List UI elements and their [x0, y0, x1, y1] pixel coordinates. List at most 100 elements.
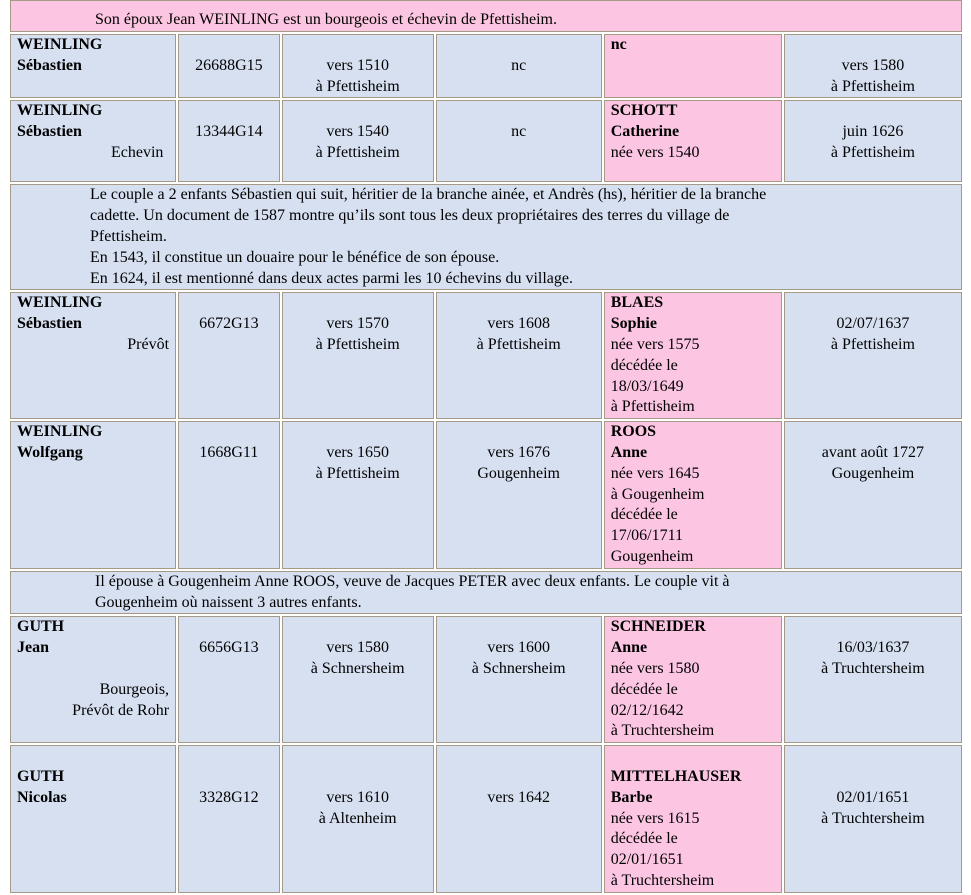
- spouse-details: née vers 1645 à Gougenheim décédée le 17…: [610, 464, 705, 565]
- birth-cell: vers 1540 à Pfettisheim: [281, 100, 434, 183]
- death-info: 02/01/1651 à Truchtersheim: [821, 788, 925, 827]
- sosa-cell: 1668G11: [178, 421, 280, 569]
- marriage-info: nc: [511, 123, 527, 141]
- death-cell: vers 1580 à Pfettisheim: [783, 34, 962, 99]
- marriage-cell: vers 1676 Gougenheim: [435, 421, 602, 569]
- death-cell: juin 1626 à Pfettisheim: [783, 100, 962, 183]
- birth-cell: vers 1510 à Pfettisheim: [281, 34, 434, 99]
- marriage-cell: nc: [435, 100, 602, 183]
- spouse-details: née vers 1615 décédée le 02/01/1651 à Tr…: [610, 809, 715, 889]
- spouse-surname: nc: [610, 36, 627, 53]
- person-cell: WEINLING Sébastien Echevin: [10, 100, 177, 183]
- birth-info: vers 1650 à Pfettisheim: [315, 443, 400, 482]
- marriage-info: vers 1608 à Pfettisheim: [476, 315, 561, 353]
- sosa-number: 6656G13: [199, 639, 259, 657]
- sosa-cell: 3328G12: [178, 745, 280, 893]
- person-given-name: Wolfgang: [17, 443, 83, 461]
- marriage-info: vers 1676 Gougenheim: [477, 443, 560, 482]
- table-row: WEINLING Sébastien Prévôt 6672G13 vers 1…: [10, 292, 962, 420]
- person-surname: WEINLING: [17, 36, 103, 53]
- birth-cell: vers 1610 à Altenheim: [281, 745, 434, 893]
- sosa-number: 3328G12: [199, 788, 259, 806]
- spouse-given-name: Barbe: [610, 788, 653, 806]
- marriage-info: vers 1642: [487, 788, 550, 806]
- person-given-name: Nicolas: [17, 788, 67, 806]
- spouse-surname: BLAES: [610, 294, 664, 312]
- note-cell: Il épouse à Gougenheim Anne ROOS, veuve …: [10, 570, 962, 615]
- note-line: Il épouse à Gougenheim Anne ROOS, veuve …: [95, 572, 730, 590]
- birth-info: vers 1570 à Pfettisheim: [315, 315, 400, 353]
- spouse-surname: ROOS: [610, 423, 657, 441]
- birth-cell: vers 1650 à Pfettisheim: [281, 421, 434, 569]
- note-line: Le couple a 2 enfants Sébastien qui suit…: [90, 186, 767, 204]
- person-surname: GUTH: [17, 618, 65, 636]
- person-given-name: Sébastien: [17, 56, 82, 74]
- note-line: Pfettisheim.: [90, 227, 167, 245]
- person-given-name: Jean: [17, 639, 49, 657]
- marriage-cell: vers 1608 à Pfettisheim: [435, 292, 602, 420]
- marriage-cell: vers 1600 à Schnersheim: [435, 616, 602, 744]
- death-info: 02/07/1637 à Pfettisheim: [830, 315, 915, 353]
- person-surname: WEINLING: [17, 294, 103, 312]
- birth-cell: vers 1570 à Pfettisheim: [281, 292, 434, 420]
- birth-info: vers 1610 à Altenheim: [318, 788, 397, 827]
- table-row: GUTH Nicolas 3328G12 vers 1610 à Altenhe…: [10, 745, 962, 893]
- person-given-name: Sébastien: [17, 123, 82, 141]
- birth-info: vers 1540 à Pfettisheim: [315, 123, 400, 161]
- top-note: Son époux Jean WEINLING est un bourgeois…: [10, 0, 962, 32]
- person-cell: GUTH Nicolas: [10, 745, 177, 893]
- person-surname: GUTH: [17, 767, 65, 785]
- person-surname: WEINLING: [17, 423, 103, 441]
- sosa-number: 1668G11: [199, 443, 259, 461]
- spouse-surname: SCHOTT: [610, 102, 678, 120]
- death-info: juin 1626 à Pfettisheim: [830, 123, 915, 161]
- death-cell: 02/07/1637 à Pfettisheim: [783, 292, 962, 420]
- person-given-name: Sébastien: [17, 315, 82, 333]
- birth-info: vers 1580 à Schnersheim: [310, 639, 405, 677]
- table-row: WEINLING Wolfgang 1668G11 vers 1650 à Pf…: [10, 421, 962, 569]
- spouse-details: née vers 1540: [610, 143, 700, 161]
- top-note-text: Son époux Jean WEINLING est un bourgeois…: [95, 11, 557, 29]
- top-note-row: Son époux Jean WEINLING est un bourgeois…: [10, 0, 962, 32]
- note-line: Gougenheim où naissent 3 autres enfants.: [95, 593, 362, 611]
- sosa-number: 6672G13: [199, 315, 259, 333]
- spouse-given-name: Catherine: [610, 123, 680, 141]
- sosa-cell: 6656G13: [178, 616, 280, 744]
- spouse-surname: SCHNEIDER: [610, 618, 706, 636]
- birth-info: vers 1510 à Pfettisheim: [315, 56, 400, 95]
- birth-cell: vers 1580 à Schnersheim: [281, 616, 434, 744]
- death-cell: 02/01/1651 à Truchtersheim: [783, 745, 962, 893]
- spouse-cell: ROOS Anne née vers 1645 à Gougenheim déc…: [603, 421, 782, 569]
- note-line: En 1624, il est mentionné dans deux acte…: [90, 269, 573, 287]
- spouse-cell: SCHOTT Catherine née vers 1540: [603, 100, 782, 183]
- sosa-number: 26688G15: [195, 56, 263, 74]
- spouse-cell: SCHNEIDER Anne née vers 1580 décédée le …: [603, 616, 782, 744]
- sosa-cell: 6672G13: [178, 292, 280, 420]
- sosa-cell: 26688G15: [178, 34, 280, 99]
- spouse-given-name: Sophie: [610, 315, 657, 333]
- note-line: En 1543, il constitue un douaire pour le…: [90, 248, 500, 266]
- spouse-surname: MITTELHAUSER: [610, 767, 742, 785]
- spouse-given-name: Anne: [610, 639, 648, 657]
- person-cell: WEINLING Sébastien Prévôt: [10, 292, 177, 420]
- spouse-details: née vers 1580 décédée le 02/12/1642 à Tr…: [610, 659, 715, 740]
- death-info: vers 1580 à Pfettisheim: [830, 56, 915, 95]
- spouse-cell: BLAES Sophie née vers 1575 décédée le 18…: [603, 292, 782, 420]
- sosa-cell: 13344G14: [178, 100, 280, 183]
- spouse-cell: MITTELHAUSER Barbe née vers 1615 décédée…: [603, 745, 782, 893]
- marriage-info: vers 1600 à Schnersheim: [471, 639, 566, 677]
- spouse-given-name: Anne: [610, 443, 648, 461]
- note-cell: Le couple a 2 enfants Sébastien qui suit…: [10, 184, 962, 291]
- spouse-cell: nc: [603, 34, 782, 99]
- spouse-details: née vers 1575 décédée le 18/03/1649 à Pf…: [610, 335, 700, 416]
- table-row: GUTH Jean Bourgeois, Prévôt de Rohr 6656…: [10, 616, 962, 744]
- death-cell: 16/03/1637 à Truchtersheim: [783, 616, 962, 744]
- note-row: Le couple a 2 enfants Sébastien qui suit…: [10, 184, 962, 291]
- marriage-cell: nc: [435, 34, 602, 99]
- death-cell: avant août 1727 Gougenheim: [783, 421, 962, 569]
- person-title: Prévôt: [127, 335, 170, 353]
- note-line: cadette. Un document de 1587 montre qu’i…: [90, 207, 730, 225]
- person-cell: GUTH Jean Bourgeois, Prévôt de Rohr: [10, 616, 177, 744]
- person-cell: WEINLING Sébastien: [10, 34, 177, 99]
- person-title: Bourgeois, Prévôt de Rohr: [72, 680, 170, 719]
